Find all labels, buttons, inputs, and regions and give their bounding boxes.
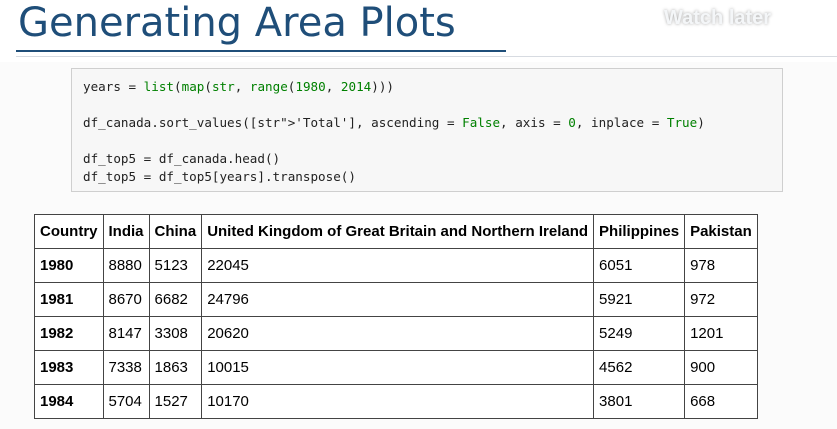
table-cell: 22045 [201,248,595,283]
title-divider [16,56,837,57]
table-row: 1980 8880 5123 22045 6051 978 [34,248,758,283]
row-year-cell: 1983 [34,350,104,385]
table-cell: 6051 [593,248,686,283]
table-cell: 5704 [102,384,150,419]
table-cell: 668 [684,384,758,419]
table-cell: 8880 [102,248,150,283]
column-header: Country [34,214,104,249]
table-cell: 1863 [148,350,203,385]
row-year-cell: 1981 [34,282,104,317]
table-row: 1984 5704 1527 10170 3801 668 [34,384,758,419]
code-line: df_top5 = df_canada.head() [83,151,281,166]
table-cell: 7338 [102,350,150,385]
table-cell: 978 [684,248,758,283]
column-header: Pakistan [684,214,758,249]
column-header: United Kingdom of Great Britain and Nort… [201,214,595,249]
table-cell: 20620 [201,316,595,351]
column-header: China [148,214,203,249]
table-cell: 900 [684,350,758,385]
code-cell: years = list(map(str, range(1980, 2014))… [71,68,783,192]
title-underline [16,50,506,52]
table-cell: 4562 [593,350,686,385]
table-cell: 8670 [102,282,150,317]
code-line: df_canada.sort_values([str">'Total'], as… [83,115,705,130]
table-cell: 10015 [201,350,595,385]
table-cell: 3801 [593,384,686,419]
table-cell: 3308 [148,316,203,351]
table-row: 1983 7338 1863 10015 4562 900 [34,350,758,385]
table-cell: 8147 [102,316,150,351]
table-cell: 5123 [148,248,203,283]
table-cell: 972 [684,282,758,317]
row-year-cell: 1982 [34,316,104,351]
table-row: 1981 8670 6682 24796 5921 972 [34,282,758,317]
slide-title: Generating Area Plots [18,0,456,46]
title-bar: Generating Area Plots Watch later [0,0,837,62]
table-cell: 6682 [148,282,203,317]
table-cell: 1201 [684,316,758,351]
column-header: India [102,214,150,249]
table-row: 1982 8147 3308 20620 5249 1201 [34,316,758,351]
table-cell: 24796 [201,282,595,317]
table-cell: 5921 [593,282,686,317]
watch-later-button[interactable]: Watch later [664,7,772,29]
table-cell: 10170 [201,384,595,419]
table-header-row: Country India China United Kingdom of Gr… [34,214,758,249]
table-cell: 5249 [593,316,686,351]
code-line: years = list(map(str, range(1980, 2014))… [83,79,394,94]
column-header: Philippines [593,214,686,249]
code-line: df_top5 = df_top5[years].transpose() [83,169,356,184]
row-year-cell: 1980 [34,248,104,283]
row-year-cell: 1984 [34,384,104,419]
table-cell: 1527 [148,384,203,419]
dataframe-table: Country India China United Kingdom of Gr… [34,214,758,419]
